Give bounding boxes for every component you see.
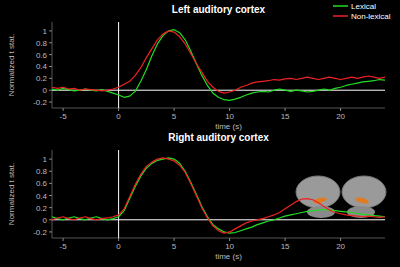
legend-swatch <box>333 15 348 17</box>
y-tick-label: 0.2 <box>36 204 48 213</box>
brain-temporal <box>307 206 335 218</box>
x-tick-label: 0 <box>116 112 121 121</box>
legend: LexicalNon-lexical <box>333 2 391 21</box>
y-tick <box>49 66 52 67</box>
y-tick <box>49 42 52 43</box>
y-axis-label: Normalized t stat. <box>7 163 16 225</box>
x-tick <box>118 108 119 111</box>
y-tick-label: 0 <box>43 216 48 225</box>
y-tick-label: 1 <box>43 27 48 36</box>
chart-root: Left auditory cortex -0.2 0 0.2 0.4 0.6 0.8 1 -5… <box>0 0 400 267</box>
y-tick-label: 0.8 <box>36 39 48 48</box>
x-tick-label: 20 <box>336 242 345 251</box>
panel: Right auditory cortex -0.2 0 0.2 0.4 0.6 0.8 1 -… <box>7 132 386 261</box>
brain <box>342 176 386 208</box>
y-tick-label: 1 <box>43 155 48 164</box>
x-tick <box>229 238 230 241</box>
x-tick <box>340 238 341 241</box>
y-axis <box>52 22 53 108</box>
series-line <box>52 158 385 233</box>
y-tick-label: 0.8 <box>36 167 48 176</box>
y-tick-label: 0.6 <box>36 179 48 188</box>
x-tick <box>285 108 286 111</box>
x-tick <box>340 108 341 111</box>
y-tick <box>49 219 52 220</box>
x-axis-label: time (s) <box>215 122 242 131</box>
x-tick <box>118 238 119 241</box>
background <box>0 0 400 267</box>
y-tick-label: 0.4 <box>36 62 48 71</box>
x-tick <box>174 108 175 111</box>
zero-line <box>52 219 385 220</box>
x-tick-label: 20 <box>336 112 345 121</box>
x-tick <box>63 238 64 241</box>
y-tick-label: 0.6 <box>36 51 48 60</box>
x-axis-label: time (s) <box>215 252 242 261</box>
x-tick <box>229 108 230 111</box>
y-tick <box>49 90 52 91</box>
plot-area <box>52 150 385 238</box>
series-line <box>52 158 385 233</box>
y-tick-label: 0.4 <box>36 192 48 201</box>
y-tick <box>49 207 52 208</box>
title: Right auditory cortex <box>168 132 269 143</box>
legend-label: Lexical <box>351 2 376 11</box>
x-tick <box>63 108 64 111</box>
x-tick-label: 0 <box>116 242 121 251</box>
y-tick-label: -0.2 <box>33 228 47 237</box>
x-tick-label: 5 <box>172 242 177 251</box>
y-tick <box>49 78 52 79</box>
x-axis <box>52 238 385 239</box>
panel: Left auditory cortex -0.2 0 0.2 0.4 0.6 0.8 1 -5… <box>7 2 391 131</box>
plot-area <box>52 22 385 108</box>
y-tick <box>49 30 52 31</box>
title: Left auditory cortex <box>172 4 266 15</box>
y-tick-label: -0.2 <box>33 98 47 107</box>
roi <box>355 196 370 204</box>
zero-line <box>118 150 119 238</box>
y-tick <box>49 183 52 184</box>
y-axis-label: Normalized t stat. <box>7 34 16 96</box>
x-tick-label: 15 <box>281 112 290 121</box>
y-tick <box>49 159 52 160</box>
x-tick-label: -5 <box>60 112 68 121</box>
x-tick <box>174 238 175 241</box>
x-tick-label: 10 <box>225 112 234 121</box>
series-line <box>52 30 385 101</box>
y-tick <box>49 231 52 232</box>
y-tick-label: 0.2 <box>36 74 48 83</box>
y-tick <box>49 195 52 196</box>
x-tick-label: 5 <box>172 112 177 121</box>
x-tick-label: -5 <box>60 242 68 251</box>
legend-swatch <box>333 5 348 7</box>
legend-label: Non-lexical <box>351 12 391 21</box>
y-tick <box>49 171 52 172</box>
x-tick-label: 15 <box>281 242 290 251</box>
y-tick-label: 0 <box>43 86 48 95</box>
x-tick <box>285 238 286 241</box>
y-axis <box>52 150 53 238</box>
y-tick <box>49 102 52 103</box>
x-tick-label: 10 <box>225 242 234 251</box>
x-axis <box>52 108 385 109</box>
series-line <box>52 31 385 93</box>
y-tick <box>49 54 52 55</box>
